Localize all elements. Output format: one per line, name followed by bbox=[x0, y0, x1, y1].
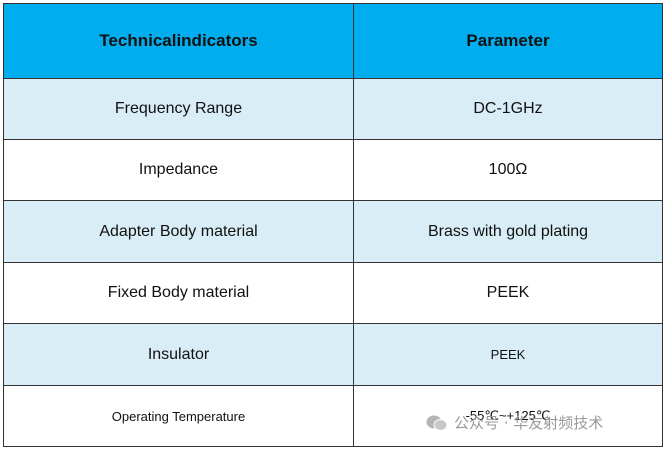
row: Impedance 100Ω bbox=[3, 139, 663, 201]
cell: Insulator bbox=[3, 323, 354, 386]
cell: 100Ω bbox=[353, 139, 663, 201]
watermark: 公众号 · 华友射频技术 bbox=[426, 412, 603, 433]
wechat-icon bbox=[426, 415, 448, 431]
row: Insulator PEEK bbox=[3, 323, 663, 386]
row: Operating Temperature -55℃~+125℃ bbox=[3, 385, 663, 447]
header-cell: Technicalindicators bbox=[3, 3, 354, 79]
cell: Fixed Body material bbox=[3, 262, 354, 324]
cell: PEEK bbox=[353, 262, 663, 324]
cell: Frequency Range bbox=[3, 78, 354, 140]
header-cell: Parameter bbox=[353, 3, 663, 79]
cell: Brass with gold plating bbox=[353, 200, 663, 263]
cell: Operating Temperature bbox=[3, 385, 354, 447]
cell: -55℃~+125℃ bbox=[353, 385, 663, 447]
row: Frequency Range DC-1GHz bbox=[3, 78, 663, 140]
cell: Impedance bbox=[3, 139, 354, 201]
header-row: Technicalindicators Parameter bbox=[3, 3, 663, 79]
cell: PEEK bbox=[353, 323, 663, 386]
watermark-text: 公众号 · 华友射频技术 bbox=[454, 414, 604, 432]
row: Adapter Body material Brass with gold pl… bbox=[3, 200, 663, 263]
cell: Adapter Body material bbox=[3, 200, 354, 263]
spec-table: Technicalindicators Parameter Frequency … bbox=[3, 3, 663, 447]
row: Fixed Body material PEEK bbox=[3, 262, 663, 324]
cell: DC-1GHz bbox=[353, 78, 663, 140]
